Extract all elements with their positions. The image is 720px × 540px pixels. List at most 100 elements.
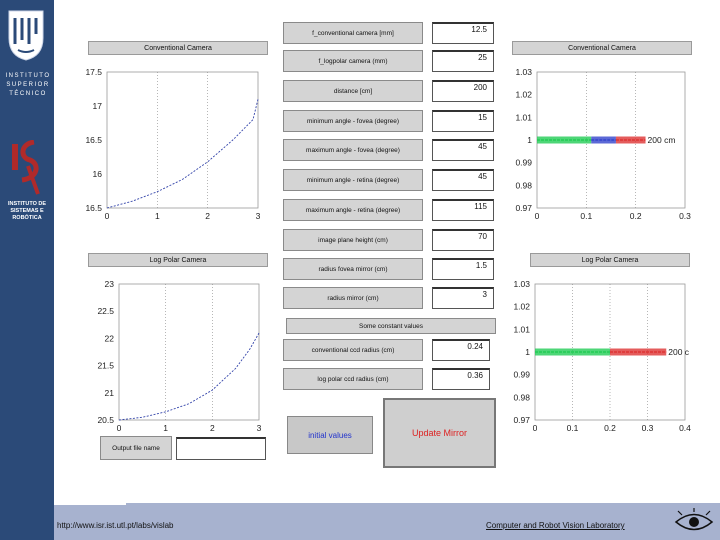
plot-area [106, 71, 259, 209]
constants-header: Some constant values [286, 318, 496, 334]
x-tick-label: 0 [535, 211, 540, 221]
y-tick-label: 1.02 [513, 302, 530, 312]
x-tick-label: 3 [256, 211, 261, 221]
y-tick-label: 1.03 [513, 279, 530, 289]
y-tick-label: 1.02 [515, 90, 532, 100]
label-distance: distance [cm] [283, 80, 423, 102]
ist-logo [8, 10, 44, 61]
y-tick-label: 16 [93, 169, 103, 179]
x-tick-label: 0.1 [580, 211, 592, 221]
label-f-conventional: f_conventional camera [mm] [283, 22, 423, 44]
label-conv-ccd-radius: conventional ccd radius (cm) [283, 339, 423, 361]
y-tick-label: 20.5 [97, 415, 114, 425]
y-tick-label: 22 [105, 333, 115, 343]
x-tick-label: 1 [155, 211, 160, 221]
input-max-angle-fovea[interactable]: 45 [432, 139, 494, 161]
label-radius-fovea-mirror: radius fovea mirror (cm) [283, 258, 423, 280]
x-tick-label: 0.1 [567, 423, 579, 433]
isr-text: INSTITUTO DE SISTEMAS E ROBÓTICA [3, 201, 51, 222]
value-conv-ccd-radius: 0.24 [432, 339, 490, 361]
label-max-angle-fovea: maximum angle - fovea (degree) [283, 139, 423, 161]
input-f-logpolar[interactable]: 25 [432, 50, 494, 72]
output-file-input[interactable] [176, 437, 266, 460]
y-tick-label: 0.97 [513, 415, 530, 425]
y-tick-label: 16.5 [85, 135, 102, 145]
label-f-logpolar: f_logpolar camera (mm) [283, 50, 423, 72]
x-tick-label: 0.4 [679, 423, 691, 433]
footer-lab-name[interactable]: Computer and Robot Vision Laboratory [486, 521, 625, 530]
input-radius-mirror[interactable]: 3 [432, 287, 494, 309]
y-tick-label: 1.01 [515, 112, 532, 122]
update-mirror-label: Update Mirror [411, 428, 467, 438]
plot-area [118, 283, 260, 421]
update-mirror-button[interactable]: Update Mirror [383, 398, 496, 468]
plot-area [534, 283, 686, 421]
y-tick-label: 22.5 [97, 306, 114, 316]
x-tick-label: 0 [105, 211, 110, 221]
y-tick-label: 21.5 [97, 361, 114, 371]
y-tick-label: 1.03 [515, 67, 532, 77]
y-tick-label: 0.98 [513, 392, 530, 402]
series-band-red [615, 136, 646, 144]
series-band-green [535, 348, 610, 356]
x-tick-label: 0.2 [604, 423, 616, 433]
input-f-conventional[interactable]: 12.5 [432, 22, 494, 44]
y-tick-label: 1 [527, 135, 532, 145]
ist-line: INSTITUTO [5, 73, 51, 79]
y-tick-label: 17.5 [85, 67, 102, 77]
initial-values-button[interactable]: initial values [287, 416, 373, 454]
input-max-angle-retina[interactable]: 115 [432, 199, 494, 221]
sidebar: INSTITUTO SUPERIOR TÉCNICO INSTITUTO DE … [0, 0, 54, 540]
x-tick-label: 2 [210, 423, 215, 433]
isr-line: ROBÓTICA [12, 215, 42, 221]
x-tick-label: 2 [205, 211, 210, 221]
y-tick-label: 0.99 [513, 370, 530, 380]
series-line [118, 332, 260, 421]
ist-line: SUPERIOR [6, 82, 50, 88]
initial-values-label: initial values [308, 430, 352, 440]
y-tick-label: 0.98 [515, 180, 532, 190]
plot-area [536, 71, 686, 209]
input-min-angle-fovea[interactable]: 15 [432, 110, 494, 132]
value-logpolar-ccd-radius: 0.36 [432, 368, 490, 390]
x-tick-label: 3 [257, 423, 262, 433]
chart-title-conventional-profile: Conventional Camera [512, 41, 692, 55]
footer-divider [54, 503, 126, 505]
y-tick-label: 21 [105, 388, 115, 398]
chart-logpolar-profile: 0 0.1 0.2 0.3 0.4 0.97 0.98 0.99 1 1.01 1.02 1.03 20… [513, 279, 691, 433]
x-tick-label: 0.2 [630, 211, 642, 221]
ist-text: INSTITUTO SUPERIOR TÉCNICO [4, 72, 52, 99]
series-band-blue [591, 136, 616, 144]
isr-logo [12, 140, 40, 195]
input-distance[interactable]: 200 [432, 80, 494, 102]
y-tick-label: 16.5 [85, 203, 102, 213]
chart-conventional-curve: 0 1 2 3 16.5 16 16.5 17 17.5 [85, 67, 260, 221]
series-band-red [610, 348, 667, 356]
input-image-plane-height[interactable]: 70 [432, 229, 494, 251]
x-tick-label: 0 [117, 423, 122, 433]
label-max-angle-retina: maximum angle - retina (degree) [283, 199, 423, 221]
input-min-angle-retina[interactable]: 45 [432, 169, 494, 191]
chart-title-conventional: Conventional Camera [88, 41, 268, 55]
x-tick-label: 0 [533, 423, 538, 433]
footer: http://www.isr.ist.utl.pt/labs/vislab Co… [54, 503, 720, 540]
y-tick-label: 23 [105, 279, 115, 289]
output-file-label: Output file name [100, 436, 172, 460]
series-line [106, 99, 259, 209]
chart-conventional-profile: 0 0.1 0.2 0.3 0.97 0.98 0.99 1 1.01 1.02 1.03 200 c… [515, 67, 691, 221]
distance-annotation: 200 c [668, 347, 690, 357]
input-radius-fovea-mirror[interactable]: 1.5 [432, 258, 494, 280]
footer-url[interactable]: http://www.isr.ist.utl.pt/labs/vislab [57, 521, 174, 530]
label-radius-mirror: radius mirror (cm) [283, 287, 423, 309]
chart-title-logpolar: Log Polar Camera [88, 253, 268, 267]
label-logpolar-ccd-radius: log polar ccd radius (cm) [283, 368, 423, 390]
label-image-plane-height: image plane height (cm) [283, 229, 423, 251]
ist-line: TÉCNICO [9, 91, 47, 97]
y-tick-label: 0.99 [515, 158, 532, 168]
y-tick-label: 1 [525, 347, 530, 357]
x-tick-label: 0.3 [679, 211, 691, 221]
y-tick-label: 1.01 [513, 324, 530, 334]
isr-line: INSTITUTO DE [7, 201, 47, 207]
chart-title-logpolar-profile: Log Polar Camera [530, 253, 690, 267]
